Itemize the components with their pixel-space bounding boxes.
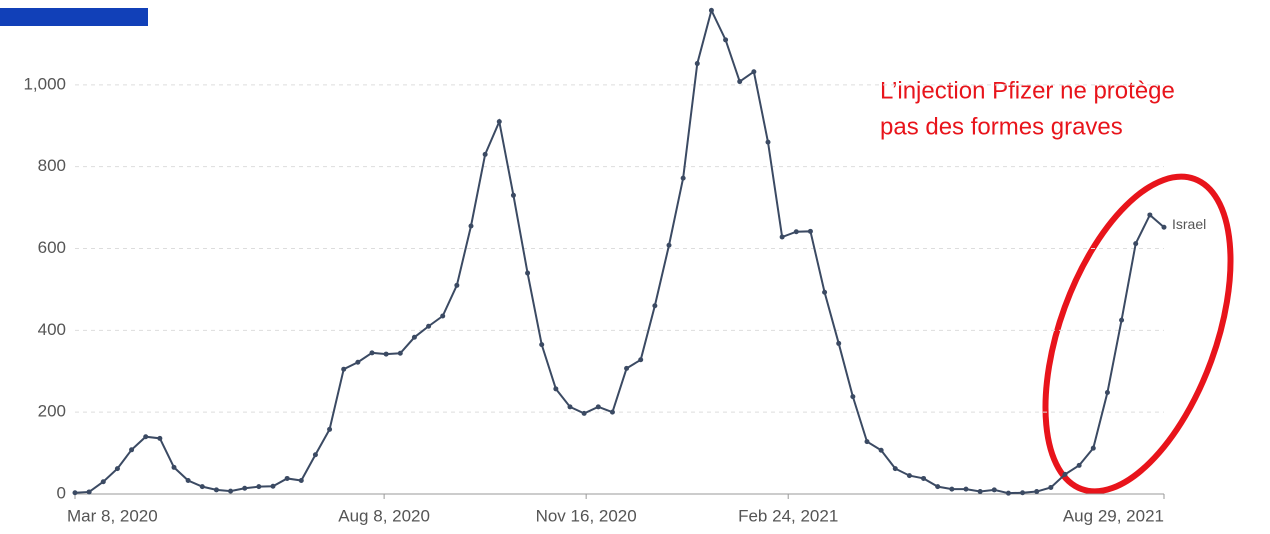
data-point bbox=[525, 270, 531, 276]
data-point bbox=[793, 229, 799, 235]
data-point bbox=[284, 475, 290, 481]
x-tick-label: Mar 8, 2020 bbox=[67, 506, 158, 525]
data-point bbox=[723, 37, 729, 43]
data-point bbox=[921, 475, 927, 481]
highlight-ellipse bbox=[1042, 173, 1234, 495]
data-point bbox=[383, 351, 389, 357]
y-tick-label: 400 bbox=[38, 320, 66, 339]
data-point bbox=[454, 282, 460, 288]
data-point bbox=[1133, 241, 1139, 247]
data-point bbox=[256, 484, 262, 490]
data-point bbox=[822, 289, 828, 295]
data-point bbox=[411, 334, 417, 340]
data-point bbox=[496, 119, 502, 125]
data-point bbox=[185, 477, 191, 483]
x-tick-label: Feb 24, 2021 bbox=[738, 506, 838, 525]
data-point bbox=[609, 409, 615, 415]
data-point bbox=[468, 223, 474, 229]
data-point bbox=[440, 313, 446, 319]
x-tick-label: Aug 29, 2021 bbox=[1063, 506, 1164, 525]
data-point bbox=[114, 466, 120, 472]
data-point bbox=[242, 485, 248, 491]
data-point bbox=[213, 487, 219, 493]
data-point bbox=[1119, 317, 1125, 323]
data-point bbox=[1161, 224, 1167, 230]
data-point bbox=[694, 61, 700, 67]
data-point bbox=[1076, 462, 1082, 468]
series-label: Israel bbox=[1172, 216, 1206, 232]
data-point bbox=[1034, 489, 1040, 495]
data-point bbox=[1104, 390, 1110, 396]
annotation: pas des formes graves bbox=[880, 113, 1123, 140]
data-point bbox=[595, 404, 601, 410]
data-point bbox=[836, 340, 842, 346]
data-point bbox=[1090, 445, 1096, 451]
data-point bbox=[327, 426, 333, 432]
data-point bbox=[1020, 490, 1026, 496]
data-point bbox=[1062, 471, 1068, 477]
data-point bbox=[86, 489, 92, 495]
data-point bbox=[666, 242, 672, 248]
data-point bbox=[270, 483, 276, 489]
data-point bbox=[312, 452, 318, 458]
data-point bbox=[129, 447, 135, 453]
data-point bbox=[171, 464, 177, 470]
y-tick-label: 200 bbox=[38, 402, 66, 421]
data-point bbox=[581, 410, 587, 416]
data-point bbox=[652, 303, 658, 309]
data-point bbox=[1048, 484, 1054, 490]
x-tick-label: Nov 16, 2020 bbox=[536, 506, 637, 525]
data-point bbox=[963, 486, 969, 492]
data-point bbox=[1005, 490, 1011, 496]
data-point bbox=[355, 359, 361, 365]
data-point bbox=[977, 489, 983, 495]
data-point bbox=[72, 490, 78, 496]
y-tick-label: 1,000 bbox=[23, 74, 66, 93]
data-point bbox=[510, 192, 516, 198]
data-point bbox=[708, 7, 714, 13]
data-point bbox=[892, 466, 898, 472]
data-point bbox=[369, 350, 375, 356]
data-point bbox=[779, 234, 785, 240]
y-tick-label: 600 bbox=[38, 238, 66, 257]
y-tick-label: 800 bbox=[38, 156, 66, 175]
data-point bbox=[228, 488, 234, 494]
data-point bbox=[949, 486, 955, 492]
data-point bbox=[737, 79, 743, 85]
data-point bbox=[765, 139, 771, 145]
data-point bbox=[397, 350, 403, 356]
x-tick-label: Aug 8, 2020 bbox=[338, 506, 430, 525]
data-point bbox=[680, 175, 686, 181]
data-point bbox=[1147, 212, 1153, 218]
data-point bbox=[100, 479, 106, 485]
data-point bbox=[482, 151, 488, 157]
data-point bbox=[298, 477, 304, 483]
data-point bbox=[850, 394, 856, 400]
data-point bbox=[624, 365, 630, 371]
y-tick-label: 0 bbox=[57, 483, 66, 502]
data-point bbox=[864, 439, 870, 445]
data-point bbox=[807, 228, 813, 234]
data-point bbox=[906, 473, 912, 479]
data-point bbox=[878, 447, 884, 453]
data-point bbox=[341, 366, 347, 372]
data-point bbox=[935, 484, 941, 490]
data-point bbox=[991, 487, 997, 493]
data-point bbox=[751, 69, 757, 75]
data-point bbox=[567, 404, 573, 410]
data-point bbox=[199, 484, 205, 490]
data-point bbox=[157, 435, 163, 441]
data-point bbox=[638, 357, 644, 363]
data-point bbox=[143, 434, 149, 440]
data-point bbox=[426, 323, 432, 329]
logo-bar bbox=[0, 8, 148, 26]
data-point bbox=[539, 342, 545, 348]
data-point bbox=[553, 386, 559, 392]
annotation: L’injection Pfizer ne protège bbox=[880, 77, 1175, 104]
